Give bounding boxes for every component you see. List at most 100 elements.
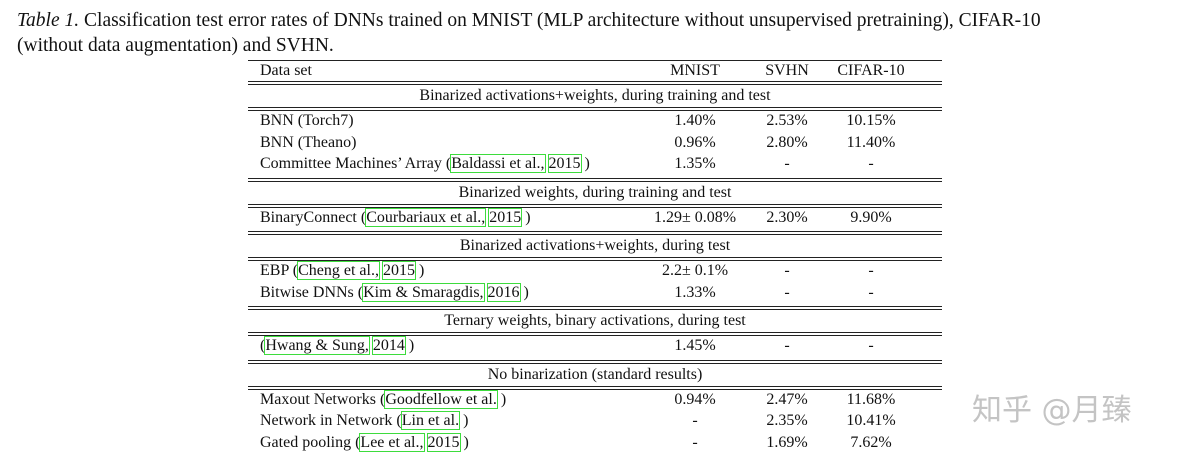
method-cell: Gated pooling (Lee et al., 2015 ) [260, 432, 469, 452]
header-cell: MNIST [670, 62, 720, 79]
table-rule [248, 359, 942, 361]
value-cell: - [868, 283, 874, 301]
table-rule [248, 335, 942, 336]
citation-link[interactable]: 2016 [486, 282, 521, 302]
value-cell: 0.94% [674, 390, 716, 408]
value-cell: 1.45% [674, 337, 716, 354]
value-cell: 0.96% [674, 133, 716, 151]
value-cell: - [692, 433, 698, 451]
table-rule [248, 257, 942, 258]
citation-link[interactable]: Kim & Smaragdis, [362, 282, 485, 302]
method-cell: (Hwang & Sung, 2014 ) [260, 336, 414, 356]
method-cell: Maxout Networks (Goodfellow et al. ) [260, 389, 507, 410]
method-text: Committee Machines’ Array ( [260, 155, 452, 172]
caption-label: Table 1. [17, 10, 80, 31]
value-cell: 2.30% [766, 208, 808, 226]
table-rule [248, 231, 942, 232]
method-text: BNN (Theano) [260, 133, 357, 151]
section-title: Ternary weights, binary activations, dur… [444, 312, 746, 329]
method-text: ) [523, 283, 529, 301]
table-rule [248, 385, 942, 387]
table-rule [248, 84, 942, 85]
value-cell: 1.35% [674, 155, 716, 172]
value-cell: - [784, 155, 790, 172]
method-text: EBP ( [260, 262, 299, 279]
value-cell: 11.40% [846, 133, 896, 151]
value-cell: - [692, 412, 698, 429]
method-cell: BinaryConnect (Courbariaux et al., 2015 … [260, 207, 531, 228]
value-cell: 1.69% [766, 433, 808, 451]
method-cell: EBP (Cheng et al., 2015 ) [260, 261, 424, 281]
method-text: ) [500, 390, 507, 408]
method-text: ) [525, 208, 531, 226]
method-cell: Network in Network (Lin et al. ) [260, 411, 468, 431]
method-cell: Committee Machines’ Array (Baldassi et a… [260, 154, 590, 174]
method-text: ( [260, 337, 266, 354]
value-cell: - [784, 283, 790, 301]
table-rule [248, 60, 942, 61]
value-cell: 2.2± 0.1% [661, 262, 729, 279]
table-rule [248, 107, 942, 108]
method-cell: Bitwise DNNs (Kim & Smaragdis, 2016 ) [260, 282, 529, 303]
caption-line: (without data augmentation) and SVHN. [17, 35, 334, 56]
citation-link[interactable]: Goodfellow et al. [384, 389, 498, 409]
section-title: Binarized activations+weights, during tr… [419, 87, 771, 104]
value-cell: 2.80% [766, 133, 808, 151]
value-cell: - [868, 337, 874, 354]
citation-link[interactable]: Courbariaux et al., [365, 207, 487, 227]
citation-link[interactable]: Hwang & Sung, [264, 336, 370, 355]
value-cell: 1.33% [674, 283, 716, 301]
header-cell: Data set [260, 62, 312, 79]
section-title: No binarization (standard results) [487, 365, 703, 383]
citation-link[interactable]: 2015 [426, 432, 461, 452]
method-cell: BNN (Torch7) [260, 111, 354, 131]
citation-link[interactable]: Cheng et al., [297, 261, 380, 280]
value-cell: 7.62% [850, 433, 892, 451]
value-cell: - [868, 262, 874, 279]
method-text: Bitwise DNNs ( [260, 283, 364, 301]
method-text: ) [463, 433, 469, 451]
value-cell: - [784, 337, 790, 354]
method-text: Gated pooling ( [260, 433, 361, 451]
table-rule [248, 260, 942, 261]
table-rule [248, 180, 942, 182]
table-rule [248, 306, 942, 307]
value-cell: 10.15% [846, 112, 896, 129]
citation-link[interactable]: 2015 [547, 154, 582, 173]
table-rule [248, 206, 942, 208]
section-title: Binarized weights, during training and t… [458, 183, 732, 201]
value-cell: 2.47% [766, 390, 808, 408]
method-text: ) [418, 262, 425, 279]
caption-text: Classification test error rates of DNNs … [84, 10, 1041, 31]
citation-link[interactable]: Lin et al. [400, 411, 461, 430]
citation-link[interactable]: 2015 [381, 261, 416, 280]
method-text: ) [408, 337, 415, 354]
method-text: ) [584, 155, 590, 172]
citation-link[interactable]: Lee et al., [359, 432, 425, 452]
method-text: Maxout Networks ( [260, 390, 386, 408]
value-cell: - [784, 262, 790, 279]
citation-link[interactable]: Baldassi et al., [450, 154, 546, 173]
value-cell: 2.53% [766, 112, 808, 129]
value-cell: 1.40% [674, 112, 716, 129]
table-rule [248, 177, 942, 179]
table-rule [248, 234, 942, 235]
value-cell: 2.35% [766, 412, 808, 429]
table-rule [248, 388, 942, 390]
value-cell: 10.41% [846, 412, 896, 429]
method-text: ) [463, 412, 469, 429]
method-text: BinaryConnect ( [260, 208, 367, 226]
table-rule [248, 110, 942, 111]
table-rule [248, 362, 942, 364]
watermark: 知乎 @月臻 [972, 393, 1132, 428]
value-cell: 1.29± 0.08% [653, 208, 737, 226]
citation-link[interactable]: 2015 [488, 207, 523, 227]
value-cell: 9.90% [850, 208, 892, 226]
header-cell: SVHN [765, 62, 809, 79]
value-cell: 11.68% [846, 390, 896, 408]
method-text: Network in Network ( [260, 412, 402, 429]
caption-line: Table 1. Classification test error rates… [17, 8, 1041, 34]
citation-link[interactable]: 2014 [371, 336, 406, 355]
header-cell: CIFAR-10 [837, 62, 905, 79]
